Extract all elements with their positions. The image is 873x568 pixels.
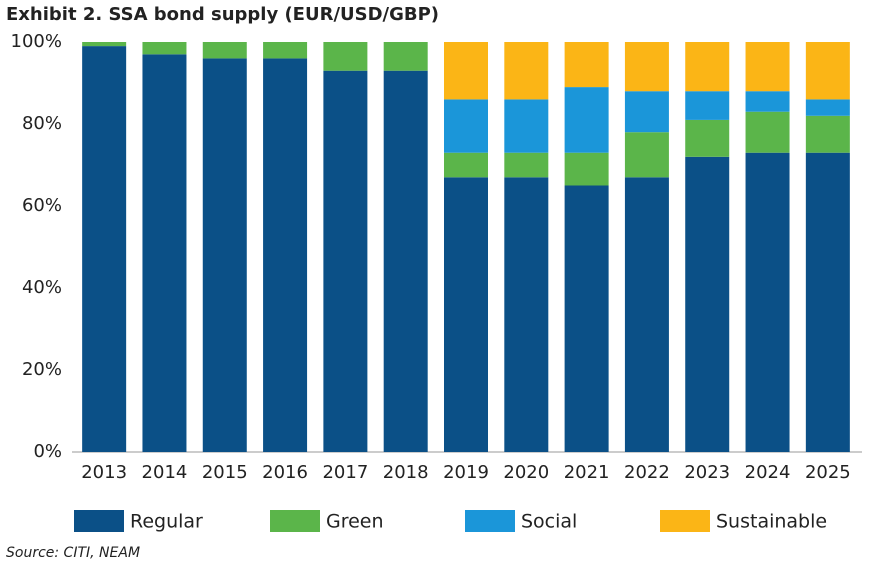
y-tick-label: 0% <box>33 441 62 462</box>
bar-segment <box>624 91 669 133</box>
bar-segment <box>142 42 187 55</box>
y-tick-label: 40% <box>22 277 62 298</box>
bar-segment <box>444 99 488 153</box>
legend-swatch <box>270 510 320 532</box>
y-tick-label: 20% <box>22 359 62 380</box>
legend-swatch <box>465 510 515 532</box>
legend-label: Regular <box>130 511 203 533</box>
bar-segment <box>805 99 850 116</box>
bar-segment <box>504 177 549 453</box>
bar-segment <box>685 119 730 157</box>
bar-segment <box>745 42 790 92</box>
legend-label: Sustainable <box>716 511 827 533</box>
bar-segment <box>202 42 247 59</box>
chart-title: Exhibit 2. SSA bond supply (EUR/USD/GBP) <box>6 4 439 25</box>
bar-segment <box>82 42 127 47</box>
legend-label: Green <box>326 511 384 533</box>
bar-segment <box>323 70 368 452</box>
source: Source: CITI, NEAM <box>6 545 140 561</box>
x-tick-label: 2018 <box>383 462 429 483</box>
legend-swatch <box>74 510 124 532</box>
bar-segment <box>142 54 187 453</box>
bar-segment <box>444 152 488 178</box>
bar-segment <box>745 91 790 112</box>
bar-segment <box>444 177 488 453</box>
bar-segment <box>202 58 247 453</box>
x-tick-label: 2015 <box>202 462 248 483</box>
bar-segment <box>564 42 609 88</box>
x-tick-label: 2022 <box>624 462 670 483</box>
y-tick-label: 60% <box>22 195 62 216</box>
x-tick-label: 2020 <box>503 462 549 483</box>
bar-segment <box>805 152 850 452</box>
legend-swatch <box>660 510 710 532</box>
x-tick-label: 2016 <box>262 462 308 483</box>
x-tick-label: 2024 <box>745 462 791 483</box>
x-tick-label: 2025 <box>805 462 851 483</box>
x-tick-label: 2019 <box>443 462 489 483</box>
legend-label: Social <box>521 511 577 533</box>
bar-segment <box>745 152 790 452</box>
bar-segment <box>685 91 730 120</box>
bar-segment <box>263 58 308 453</box>
bar-segment <box>383 42 428 71</box>
bar-segment <box>745 111 790 153</box>
y-tick-label: 100% <box>11 31 62 52</box>
x-tick-label: 2014 <box>142 462 188 483</box>
bar-segment <box>624 132 669 178</box>
y-tick-label: 80% <box>22 113 62 134</box>
bar-segment <box>624 42 669 92</box>
bar-segment <box>383 70 428 452</box>
bar-segment <box>685 156 730 453</box>
bar-segment <box>444 42 488 100</box>
bar-segment <box>805 42 850 100</box>
bar-segment <box>805 115 850 153</box>
bar-segment <box>263 42 308 59</box>
bar-segment <box>564 152 609 186</box>
x-tick-label: 2021 <box>564 462 610 483</box>
bar-segment <box>564 185 609 452</box>
bar-segment <box>323 42 368 71</box>
x-tick-label: 2017 <box>322 462 368 483</box>
x-tick-label: 2023 <box>684 462 730 483</box>
x-tick-label: 2013 <box>81 462 127 483</box>
bar-segment <box>624 177 669 453</box>
bar-segment <box>504 152 549 178</box>
bar-segment <box>564 87 609 153</box>
bar-segment <box>82 46 127 452</box>
bar-segment <box>504 42 549 100</box>
bar-segment <box>685 42 730 92</box>
bar-segment <box>504 99 549 153</box>
